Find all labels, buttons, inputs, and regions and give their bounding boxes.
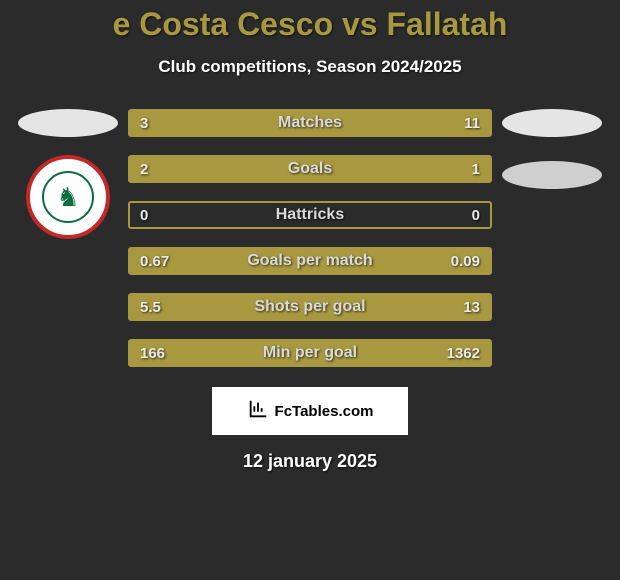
main-content: ♞ Matches3 11 Goals2 1 Hattricks0 0 Goals per … [0, 109, 620, 367]
bar-chart-icon [247, 398, 269, 424]
stat-row: Hattricks0 0 [128, 201, 492, 229]
source-brand: FcTables.com [275, 403, 374, 420]
right-column [492, 109, 612, 367]
left-column: ♞ [8, 109, 128, 367]
stat-label: Shots per goal [130, 295, 490, 319]
horse-icon: ♞ [42, 171, 94, 223]
stat-value-left: 2 [130, 157, 158, 181]
stat-value-left: 0.67 [130, 249, 179, 273]
stat-value-right: 1 [462, 157, 490, 181]
stat-value-left: 5.5 [130, 295, 171, 319]
page-title: e Costa Cesco vs Fallatah [0, 0, 620, 43]
player-right-placeholder [502, 109, 602, 137]
stat-value-right: 11 [454, 111, 490, 135]
stat-value-left: 0 [130, 203, 158, 227]
stat-value-right: 13 [453, 295, 490, 319]
stat-value-left: 166 [130, 341, 175, 365]
stat-value-right: 0.09 [441, 249, 490, 273]
stat-value-left: 3 [130, 111, 158, 135]
player-left-placeholder [18, 109, 118, 137]
stat-label: Goals [130, 157, 490, 181]
subtitle: Club competitions, Season 2024/2025 [0, 57, 620, 77]
stat-label: Matches [130, 111, 490, 135]
stat-row: Matches3 11 [128, 109, 492, 137]
stat-row: Goals2 1 [128, 155, 492, 183]
date: 12 january 2025 [0, 451, 620, 472]
stat-label: Hattricks [130, 203, 490, 227]
stat-row: Min per goal1661362 [128, 339, 492, 367]
stat-row: Goals per match0.67 0.09 [128, 247, 492, 275]
stat-value-right: 1362 [437, 341, 490, 365]
source-badge: FcTables.com [212, 387, 408, 435]
stat-label: Goals per match [130, 249, 490, 273]
stat-row: Shots per goal5.5 13 [128, 293, 492, 321]
stat-value-right: 0 [462, 203, 490, 227]
team-crest-left: ♞ [26, 155, 110, 239]
stats-bars: Matches3 11 Goals2 1 Hattricks0 0 Goals per ma… [128, 109, 492, 367]
team-crest-right-placeholder [502, 161, 602, 189]
